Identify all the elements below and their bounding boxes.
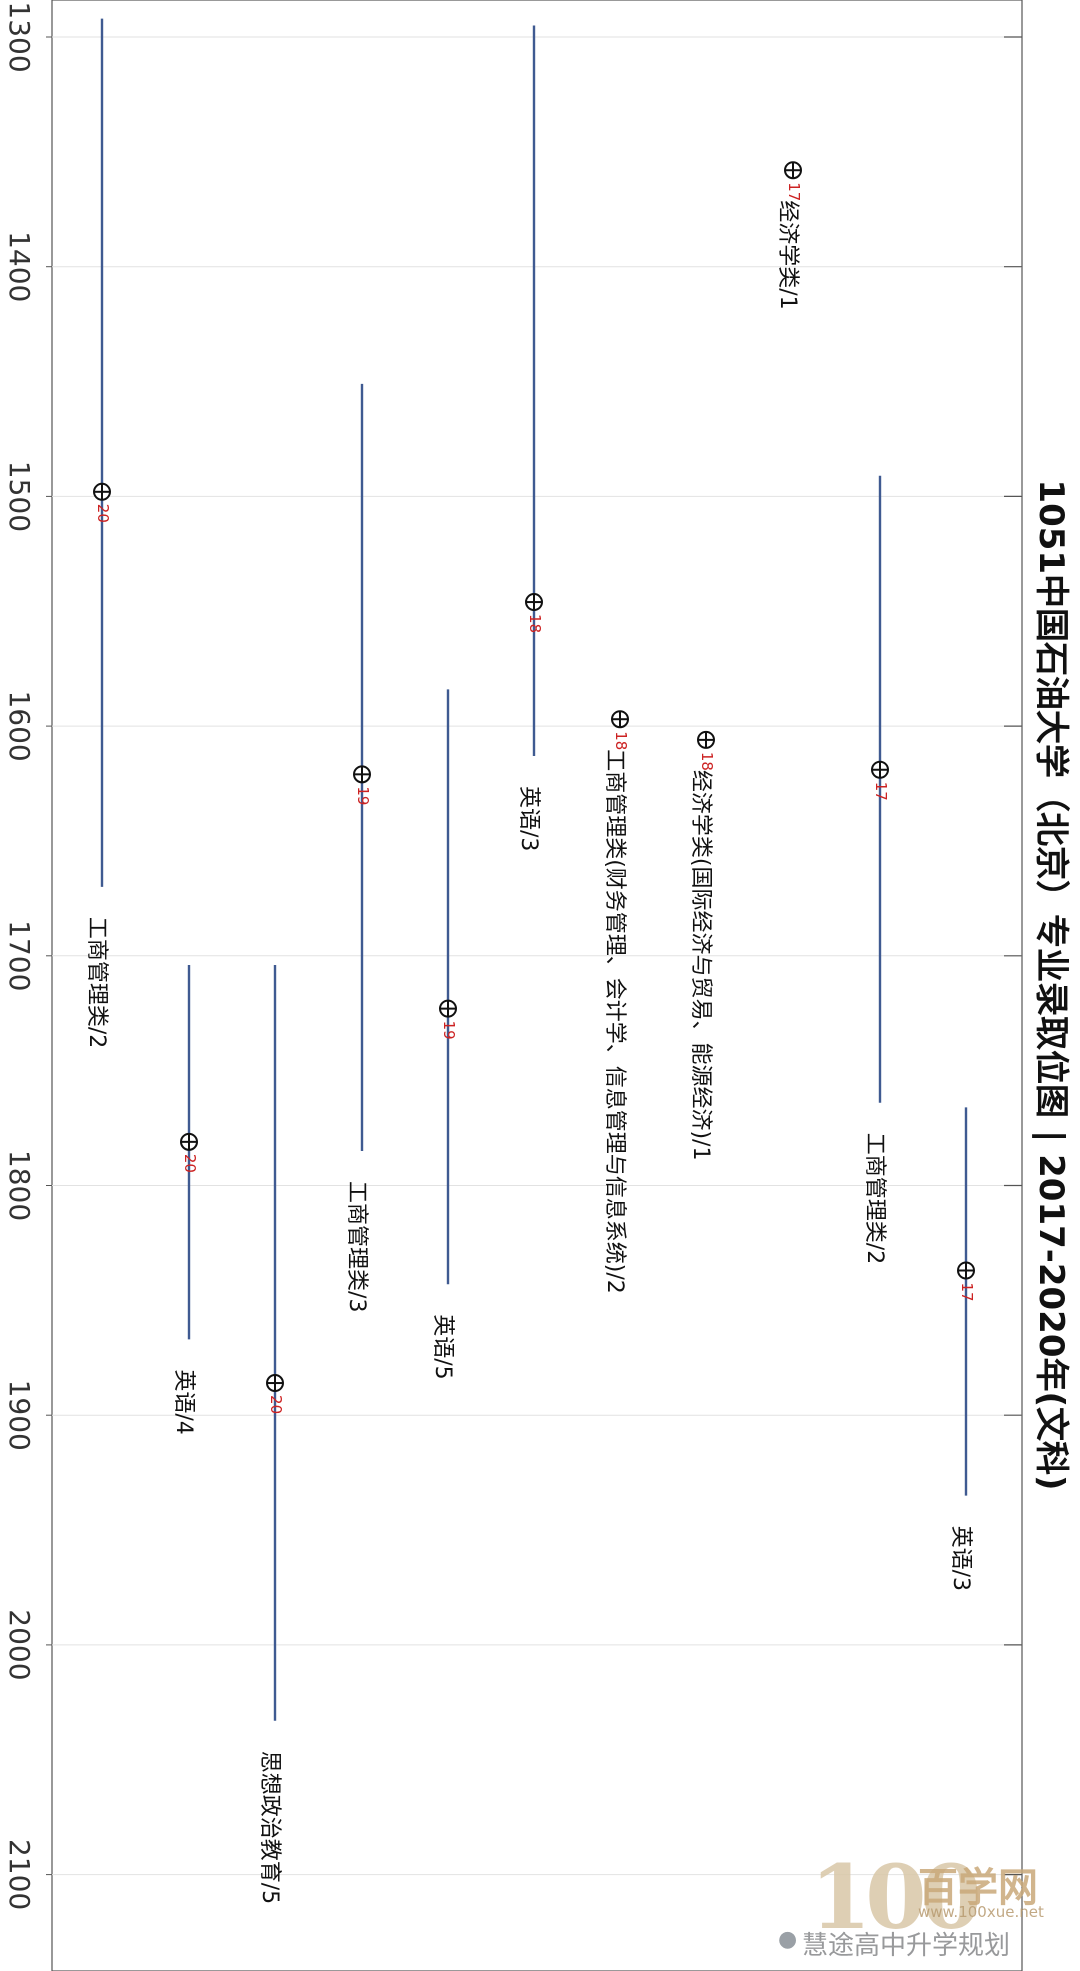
year-label: 20 [181, 1154, 199, 1173]
watermark-number: 100 [810, 1845, 982, 1949]
grid-lines [52, 36, 1022, 1876]
year-label: 20 [267, 1395, 285, 1414]
year-label: 19 [440, 1021, 458, 1040]
y-tick-label: 1700 [3, 920, 36, 991]
series-item: 19 工商管理类/3 [344, 383, 372, 1312]
series-label: 工商管理类/2 [84, 917, 109, 1048]
year-label: 19 [354, 786, 372, 805]
data-marks: 20 工商管理类/2 20 英语/4 20 思想政治教育/5 19 工商管理类/3 19 英语/5… [84, 18, 976, 1904]
y-tick-label: 1400 [3, 231, 36, 302]
series-item: 20 英语/4 [171, 964, 199, 1435]
plot-frame [51, 0, 1023, 1971]
series-label: 思想政治教育/5 [257, 1751, 282, 1904]
series-label: 英语/5 [430, 1314, 455, 1379]
series-item: 18 英语/3 [516, 25, 544, 851]
y-tick-label: 2100 [3, 1839, 36, 1910]
year-label: 18 [526, 614, 544, 633]
series-item: 19 英语/5 [430, 689, 458, 1380]
watermark-brand: 百学网 [918, 1864, 1038, 1911]
watermark-caption: 慧途高中升学规划 [802, 1931, 1011, 1961]
y-tick-label: 1800 [3, 1150, 36, 1221]
year-label: 20 [94, 504, 112, 523]
year-label: 18 [612, 731, 630, 750]
chart-title: 1051中国石油大学（北京）专业录取位图 | 2017-2020年(文科) [1031, 479, 1071, 1490]
series-item: 17 英语/3 [948, 1107, 976, 1591]
watermark: 100 百学网 www.100xue.net ● 慧途高中升学规划 [778, 1845, 1070, 1963]
series-label: 经济学类(国际经济与贸易、能源经济)/1 [688, 770, 713, 1161]
plot-border [51, 0, 1023, 1971]
watermark-url: www.100xue.net [918, 1903, 1044, 1921]
year-label: 17 [872, 782, 890, 801]
watermark-chat-icon: ● [778, 1927, 798, 1952]
series-label: 工商管理类(财务管理、会计学、信息管理与信息系统)/2 [602, 749, 627, 1294]
chart-title-group: 1051中国石油大学（北京）专业录取位图 | 2017-2020年(文科) [1031, 479, 1071, 1490]
series-label: 工商管理类/2 [862, 1133, 887, 1264]
y-tick-label: 1600 [3, 690, 36, 761]
series-label: 经济学类/1 [775, 200, 800, 309]
series-item: 20 思想政治教育/5 [257, 964, 285, 1904]
series-label: 英语/3 [948, 1526, 973, 1591]
y-tick-label: 1300 [3, 1, 36, 72]
year-label: 17 [958, 1282, 976, 1301]
series-item: 20 工商管理类/2 [84, 18, 112, 1048]
series-item: 17 工商管理类/2 [862, 475, 890, 1264]
y-tick-label: 2000 [3, 1609, 36, 1680]
y-tick-label: 1900 [3, 1380, 36, 1451]
year-label: 18 [698, 752, 716, 771]
series-label: 英语/4 [171, 1369, 196, 1434]
year-label: 17 [785, 182, 803, 201]
series-label: 英语/3 [516, 786, 541, 851]
y-axis-ticks: 1300 1400 1500 1600 1700 1800 1900 2000 2100 [3, 1, 1022, 1910]
series-label: 工商管理类/3 [344, 1181, 369, 1312]
y-tick-label: 1500 [3, 461, 36, 532]
